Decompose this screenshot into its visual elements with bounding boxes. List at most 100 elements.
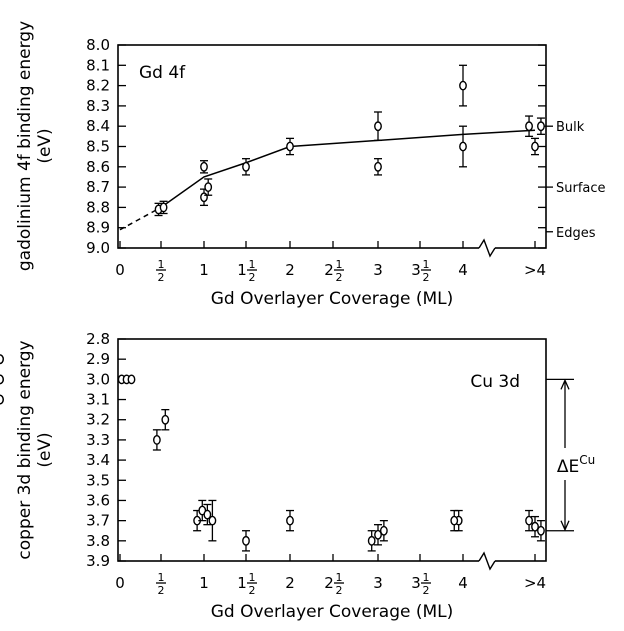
cu3d-y-tick-label: 3.6 (86, 491, 110, 509)
cu3d-x-tick-num: 1 (249, 571, 256, 584)
gd4f-y-tick-label: 8.8 (86, 198, 110, 216)
cu3d-x-tick-label: 1 (199, 574, 209, 592)
cu3d-x-tick-label: 0 (115, 574, 125, 592)
cu3d-data-point (152, 435, 161, 445)
gd4f-y-tick-label: 8.9 (86, 219, 110, 237)
gd4f-y-tick-label: 8.5 (86, 138, 110, 156)
cu3d-x-tick-whole: 2 (324, 574, 334, 592)
cu3d-data-point (0, 354, 4, 365)
gd4f-data-point (159, 202, 168, 213)
gd4f-data-point (200, 192, 208, 203)
gd4f-x-tick-label: >4 (524, 261, 546, 279)
cu3d-plot-frame (117, 338, 547, 562)
gd4f-ticks: 8.08.18.28.38.48.58.68.78.88.99.00 1 2 1 1 1 2… (86, 36, 546, 284)
cu3d-data-point (203, 509, 212, 520)
gd4f-y-tick-label: 8.6 (86, 158, 110, 176)
cu3d-data-point (161, 414, 170, 425)
gd4f-data-point (525, 121, 533, 132)
cu3d-y-tick-label: 3.1 (86, 391, 110, 409)
gd4f-x-tick-label: 2 (285, 261, 295, 279)
gd4f-x-tick-whole: 1 (237, 261, 247, 279)
gd4f-trend-extrapolation (119, 206, 162, 231)
cu3d-panel-label: Cu 3d (470, 372, 520, 392)
gd4f-data-marks: Bulk Surface Edges (119, 64, 606, 241)
cu3d-x-tick-label: 2 (285, 574, 295, 592)
gd4f-data-point (286, 141, 294, 152)
cu3d-y-tick-label: 2.9 (86, 350, 110, 368)
cu3d-x-tick-label: >4 (524, 574, 546, 592)
cu3d-x-tick-whole: 3 (411, 574, 421, 592)
gd4f-x-tick-den: 2 (249, 271, 256, 284)
cu3d-data-point (374, 529, 382, 540)
delta-arrow-head-up (560, 378, 570, 390)
gd4f-y-tick-label: 9.0 (86, 239, 110, 257)
gd4f-trend-line (160, 129, 536, 209)
gd4f-x-axis-title: Gd Overlayer Coverage (ML) (211, 289, 454, 309)
cu3d-x-tick-whole: 1 (237, 574, 247, 592)
gd4f-data-point (204, 182, 213, 193)
cu3d-y-tick-label: 3.2 (86, 411, 110, 429)
gd4f-x-tick-den: 2 (423, 271, 430, 284)
gd4f-x-tick-label: 3 (373, 261, 383, 279)
cu3d-x-tick-den: 2 (336, 584, 343, 597)
cu3d-data-point (286, 515, 294, 526)
reference-level-label: Bulk (556, 120, 585, 135)
cu3d-y-tick-label: 2.8 (86, 330, 110, 348)
cu3d-x-tick-label: 3 (373, 574, 383, 592)
cu3d-y-tick-label: 3.0 (86, 370, 110, 388)
gd4f-data-point (374, 121, 382, 132)
cu3d-data-point (537, 525, 545, 536)
cu3d-y-tick-label: 3.5 (86, 471, 110, 489)
cu3d-data-point (208, 515, 217, 526)
cu3d-data-point (0, 394, 4, 405)
cu3d-data-point (525, 515, 533, 526)
delta-arrow-head-down (560, 520, 570, 532)
cu3d-y-tick-label: 3.8 (86, 532, 110, 550)
delta-e-superscript: Cu (579, 453, 595, 467)
gd4f-y-tick-label: 8.3 (86, 97, 110, 115)
cu3d-y-axis-unit: (eV) (35, 432, 55, 467)
gd4f-y-tick-label: 8.7 (86, 178, 110, 196)
gd4f-x-tick-num: 1 (336, 258, 343, 271)
gd4f-axis-break (478, 238, 496, 258)
cu3d-x-tick-den: 2 (249, 584, 256, 597)
gd4f-x-tick-num: 1 (249, 258, 256, 271)
gd4f-data-point (531, 141, 539, 152)
cu3d-y-tick-label: 3.4 (86, 451, 110, 469)
gd4f-y-tick-label: 8.1 (86, 56, 110, 74)
cu3d-y-axis-title: copper 3d binding energy (15, 340, 35, 559)
gd4f-x-tick-num: 1 (423, 258, 430, 271)
cu3d-x-tick-num: 1 (158, 571, 165, 584)
gd4f-data-point (242, 161, 250, 172)
cu3d-y-tick-label: 3.7 (86, 512, 110, 530)
cu3d-data-point (0, 374, 4, 385)
gd4f-data-point (200, 161, 208, 172)
gd4f-x-tick-num: 1 (158, 258, 165, 271)
gd4f-x-tick-label: 1 (199, 261, 209, 279)
cu3d-x-tick-num: 1 (336, 571, 343, 584)
cu3d-x-tick-label: 4 (458, 574, 468, 592)
cu3d-axis-break (478, 551, 496, 571)
gd4f-data-point (459, 80, 467, 91)
cu3d-data-marks (0, 354, 574, 552)
delta-e-main: ΔE (557, 457, 579, 477)
cu3d-data-point (379, 525, 388, 536)
gd4f-data-point (374, 161, 382, 172)
cu3d-panel: 2.82.93.03.13.23.33.43.53.63.73.83.90 1 2 1… (0, 330, 595, 622)
cu3d-x-axis-title: Gd Overlayer Coverage (ML) (211, 602, 454, 622)
cu3d-ticks: 2.82.93.03.13.23.33.43.53.63.73.83.90 1 2 1… (86, 330, 546, 597)
reference-level-label: Edges (556, 226, 596, 241)
cu3d-data-point (127, 374, 136, 385)
gd4f-x-tick-den: 2 (158, 271, 165, 284)
cu3d-x-tick-num: 1 (423, 571, 430, 584)
gd4f-x-tick-den: 2 (336, 271, 343, 284)
gd4f-y-tick-label: 8.4 (86, 117, 110, 135)
cu3d-y-tick-label: 3.9 (86, 552, 110, 570)
